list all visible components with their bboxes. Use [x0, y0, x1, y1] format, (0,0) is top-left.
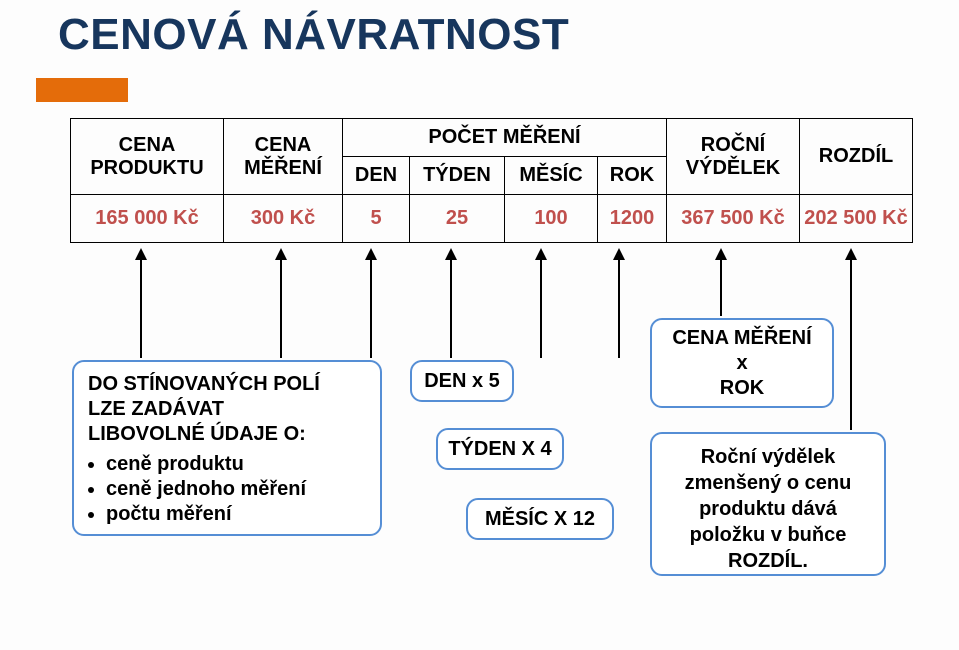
arrow	[540, 250, 542, 358]
arrow	[850, 250, 852, 430]
td-mesic: 100	[505, 195, 598, 243]
note-den: DEN x 5	[410, 360, 514, 402]
note-line: LZE ZADÁVAT	[88, 397, 370, 422]
note-bullet: počtu měření	[106, 503, 370, 526]
note-bullet: ceně produktu	[106, 453, 370, 476]
note-line: CENA MĚŘENÍ	[652, 326, 832, 351]
pricing-table: CENA PRODUKTU CENA MĚŘENÍ POČET MĚŘENÍ R…	[70, 118, 913, 243]
note-cena-mereni: CENA MĚŘENÍ x ROK	[650, 318, 834, 408]
page-title: CENOVÁ NÁVRATNOST	[58, 10, 569, 60]
td-cena-mereni: 300 Kč	[224, 195, 343, 243]
arrow	[280, 250, 282, 358]
note-line: x	[652, 351, 832, 376]
note-line: DO STÍNOVANÝCH POLÍ	[88, 372, 370, 397]
arrow	[450, 250, 452, 358]
th-rozdil: ROZDÍL	[800, 119, 913, 195]
note-bullet: ceně jednoho měření	[106, 478, 370, 501]
th-rocni-vydelek: ROČNÍ VÝDĚLEK	[667, 119, 800, 195]
arrow	[720, 250, 722, 316]
td-rozdil: 202 500 Kč	[800, 195, 913, 243]
arrow	[140, 250, 142, 358]
note-rocni-vydelek: Roční výdělek zmenšený o cenu produktu d…	[650, 432, 886, 576]
note-shaded-fields: DO STÍNOVANÝCH POLÍ LZE ZADÁVAT LIBOVOLN…	[72, 360, 382, 536]
note-line: LIBOVOLNÉ ÚDAJE O:	[88, 422, 370, 447]
th-cena-mereni: CENA MĚŘENÍ	[224, 119, 343, 195]
th-mesic: MĚSÍC	[505, 157, 598, 195]
note-mesic: MĚSÍC X 12	[466, 498, 614, 540]
th-den: DEN	[343, 157, 410, 195]
accent-bar	[36, 78, 128, 102]
note-line: ROK	[652, 376, 832, 401]
th-pocet-mereni: POČET MĚŘENÍ	[343, 119, 667, 157]
td-rocni-vydelek: 367 500 Kč	[667, 195, 800, 243]
note-tyden: TÝDEN X 4	[436, 428, 564, 470]
td-cena-produktu: 165 000 Kč	[71, 195, 224, 243]
arrow	[370, 250, 372, 358]
td-rok: 1200	[598, 195, 667, 243]
td-den: 5	[343, 195, 410, 243]
arrow	[618, 250, 620, 358]
th-tyden: TÝDEN	[410, 157, 505, 195]
th-cena-produktu: CENA PRODUKTU	[71, 119, 224, 195]
th-rok: ROK	[598, 157, 667, 195]
td-tyden: 25	[410, 195, 505, 243]
